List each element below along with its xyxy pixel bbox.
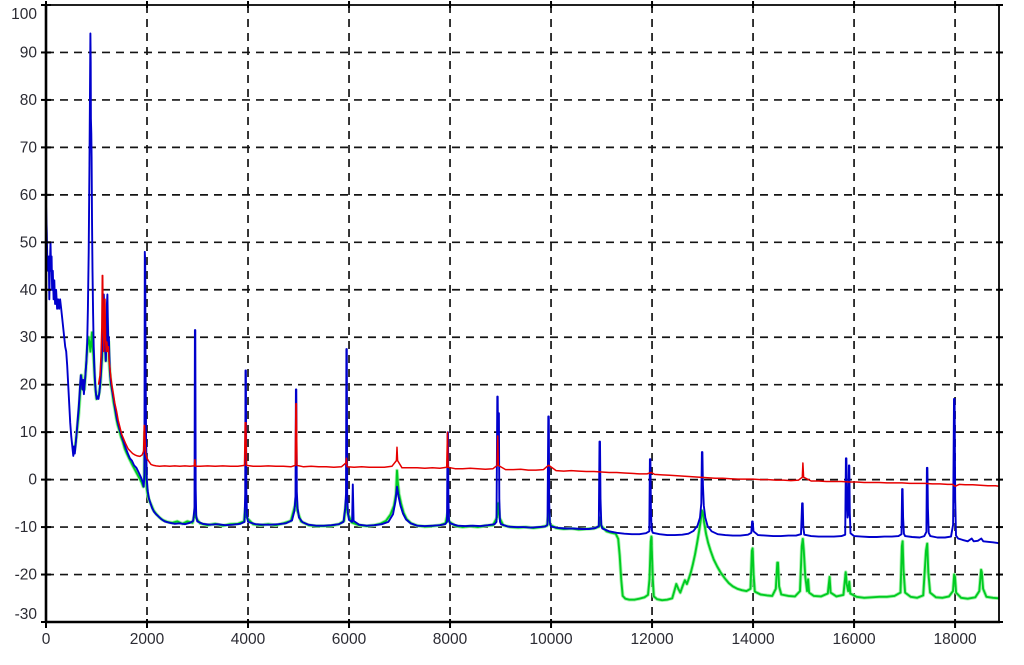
y-tick-label: 100 <box>11 6 37 23</box>
x-tick-label: 8000 <box>433 631 468 648</box>
y-tick-label: 10 <box>20 424 38 441</box>
series-blue-trace <box>45 32 1000 545</box>
y-tick-label: 90 <box>20 44 38 61</box>
x-tick-label: 2000 <box>130 631 165 648</box>
y-tick-label: 80 <box>20 92 38 109</box>
plot-area <box>46 5 999 622</box>
y-tick-label: 60 <box>20 187 38 204</box>
y-tick-label: 50 <box>20 234 38 251</box>
x-tick-label: 0 <box>42 631 51 648</box>
y-tick-label: 0 <box>28 472 37 489</box>
x-tick-label: 10000 <box>529 631 572 648</box>
x-tick-label: 16000 <box>833 631 876 648</box>
x-tick-label: 18000 <box>934 631 977 648</box>
y-tick-label: 40 <box>20 282 38 299</box>
y-tick-label: -20 <box>15 567 38 584</box>
x-tick-label: 6000 <box>332 631 367 648</box>
series-red-trace <box>97 274 1000 488</box>
x-tick-label: 4000 <box>231 631 266 648</box>
y-tick-label: -10 <box>15 519 38 536</box>
y-tick-label: 30 <box>20 329 38 346</box>
x-tick-label: 14000 <box>731 631 774 648</box>
y-tick-label: 70 <box>20 139 38 156</box>
y-tick-label: 20 <box>20 377 38 394</box>
y-tick-label: -30 <box>15 606 38 623</box>
x-tick-label: 12000 <box>630 631 673 648</box>
